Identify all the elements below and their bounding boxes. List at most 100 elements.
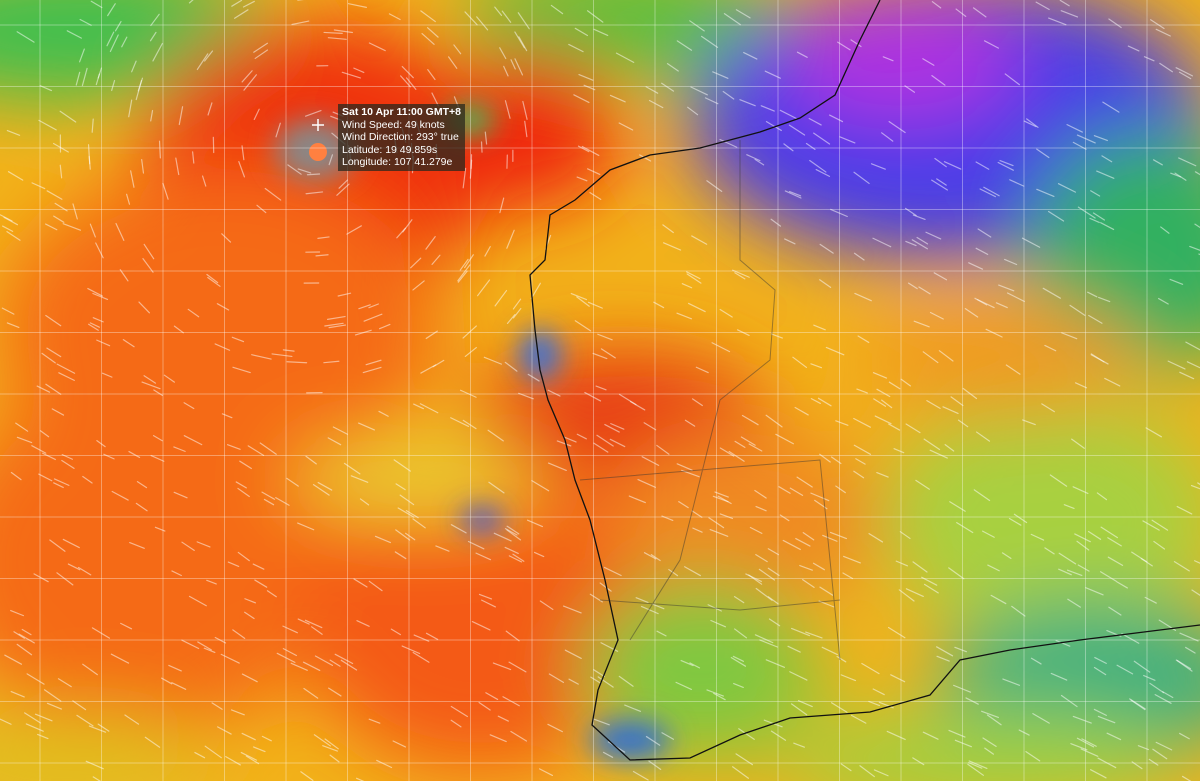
wind-streak: [478, 701, 491, 711]
wind-streak: [732, 766, 750, 779]
wind-streak: [1108, 18, 1122, 29]
wind-streak: [912, 214, 926, 221]
wind-streak: [121, 36, 128, 48]
wind-streak: [297, 618, 310, 625]
wind-streak: [38, 119, 57, 131]
wind-streak: [322, 745, 338, 752]
wind-streak: [810, 492, 830, 502]
wind-streak: [1044, 547, 1055, 555]
wind-streak: [1152, 748, 1168, 760]
wind-streak: [1162, 691, 1174, 699]
wind-streak: [46, 190, 63, 200]
wind-streak: [843, 555, 861, 564]
wind-streak: [181, 639, 200, 650]
wind-streak: [36, 385, 51, 393]
wind-streak: [82, 663, 98, 676]
wind-streak: [62, 223, 82, 231]
wind-streak: [254, 49, 269, 60]
wind-streak: [921, 576, 938, 586]
wind-streak: [975, 161, 990, 170]
wind-streak: [592, 718, 610, 726]
wind-streak: [426, 27, 439, 38]
wind-streak: [211, 702, 223, 710]
wind-streak: [929, 449, 948, 459]
wind-streak: [275, 122, 281, 138]
wind-streak: [547, 462, 567, 471]
wind-streak: [76, 714, 94, 727]
wind-streak: [334, 653, 354, 665]
wind-streak: [856, 388, 868, 394]
wind-streak: [502, 696, 520, 707]
wind-streak: [1101, 155, 1113, 163]
wind-streak: [999, 159, 1014, 167]
wind-streak: [648, 760, 662, 771]
wind-streak: [1057, 183, 1077, 193]
wind-streak: [748, 574, 763, 585]
wind-streak: [312, 484, 330, 496]
wind-streak: [1194, 223, 1200, 229]
wind-streak: [453, 44, 462, 55]
wind-streak: [1026, 118, 1039, 128]
wind-streak: [873, 398, 887, 407]
wind-streak: [722, 90, 735, 100]
wind-streak: [226, 444, 241, 450]
wind-streak: [916, 236, 929, 245]
wind-streak: [568, 678, 579, 685]
wind-streak: [469, 159, 473, 179]
wind-streak: [887, 626, 906, 639]
wind-streak: [183, 435, 203, 446]
wind-streak: [618, 122, 634, 131]
wind-streak: [900, 378, 911, 387]
wind-streak: [596, 434, 614, 447]
wind-streak: [457, 264, 471, 282]
wind-streak: [91, 118, 94, 133]
wind-streak: [1181, 775, 1192, 781]
wind-streak: [755, 505, 767, 512]
wind-streak: [805, 142, 816, 151]
wind-streak: [332, 426, 349, 435]
wind-streak: [161, 677, 173, 685]
wind-streak: [478, 593, 493, 600]
wind-streak: [328, 154, 334, 166]
wind-streak: [1, 225, 14, 232]
wind-streak: [680, 659, 694, 667]
wind-streak: [412, 280, 425, 291]
wind-streak: [129, 542, 145, 549]
wind-streak: [767, 567, 780, 576]
wind-streak: [206, 273, 219, 284]
wind-streak: [341, 71, 361, 79]
wind-streak: [10, 609, 25, 617]
wind-streak: [368, 303, 379, 309]
wind-streak: [1004, 73, 1020, 86]
wind-streak: [120, 622, 133, 630]
wind-streak: [39, 85, 53, 92]
wind-streak: [291, 20, 310, 26]
wind-streak: [388, 13, 401, 21]
wind-streak: [368, 580, 383, 592]
wind-streak: [459, 258, 469, 271]
wind-streak: [1107, 537, 1122, 547]
wind-streak: [814, 499, 828, 510]
wind-streak: [790, 627, 811, 637]
wind-streak: [1175, 659, 1193, 672]
wind-streak: [24, 712, 42, 724]
wind-streak: [244, 611, 255, 620]
wind-streak: [835, 485, 846, 494]
wind-streak: [770, 730, 787, 741]
wind-streak: [570, 292, 588, 301]
wind-streak: [1116, 581, 1128, 589]
wind-streak: [425, 236, 436, 250]
wind-streak: [840, 763, 852, 772]
wind-streak: [314, 655, 334, 667]
wind-streak: [46, 702, 63, 710]
wind-streak: [1099, 571, 1117, 582]
wind-streak: [1076, 737, 1095, 748]
wind-streak: [985, 328, 1003, 338]
wind-streak: [533, 551, 545, 558]
wind-streak: [241, 732, 256, 741]
wind-streak: [689, 20, 705, 32]
wind-streak: [888, 121, 906, 134]
wind-streak: [695, 366, 709, 374]
wind-streak: [45, 314, 62, 327]
